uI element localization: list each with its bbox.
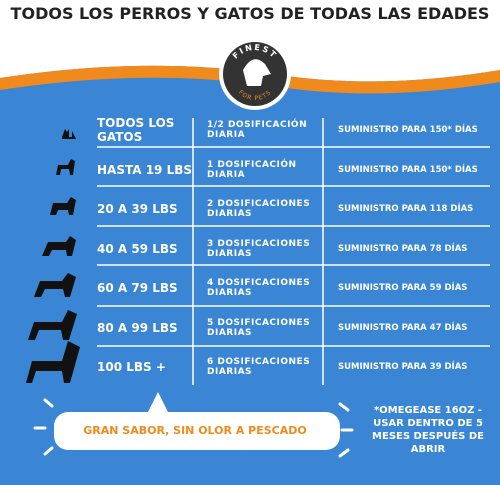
dosage: 6 DOSIFICACIONES DIARIAS <box>207 357 311 377</box>
supply: SUMINISTRO PARA 39 DÍAS <box>338 362 468 372</box>
weight: TODOS LOS GATOS <box>97 116 175 144</box>
weight: 100 LBS + <box>97 360 166 374</box>
svg-text:FOR PETS: FOR PETS <box>237 89 273 102</box>
supply: SUMINISTRO PARA 47 DÍAS <box>338 322 468 333</box>
supply: SUMINISTRO PARA 78 DÍAS <box>338 243 468 254</box>
supply: SUMINISTRO PARA 150* DÍAS <box>338 125 478 135</box>
weight: 60 A 79 LBS <box>97 281 178 295</box>
weight: 40 A 59 LBS <box>97 241 178 256</box>
dosage: 1/2 DOSIFICACIÓN DIARIA <box>207 120 308 140</box>
svg-text:FINEST: FINEST <box>231 43 279 61</box>
dosage: 4 DOSIFICACIONES DIARIAS <box>207 278 311 298</box>
title: TODOS LOS PERROS Y GATOS DE TODAS LAS ED… <box>10 4 490 23</box>
supply: SUMINISTRO PARA 150* DÍAS <box>338 164 478 175</box>
logo: FINEST FOR PETS <box>231 43 279 102</box>
supply: SUMINISTRO PARA 118 DÍAS <box>338 204 474 214</box>
logo-top: FINEST <box>231 43 277 61</box>
logo-bottom: FOR PETS <box>237 89 272 102</box>
note: *OMEGEASE 16OZ - USAR DENTRO DE 5 MESES … <box>372 405 484 455</box>
weight: HASTA 19 LBS <box>97 162 193 177</box>
weight: 80 A 99 LBS <box>97 320 178 335</box>
dosage: 2 DOSIFICACIONES DIARIAS <box>207 199 311 219</box>
dosage: 1 DOSIFICACIÓN DIARIA <box>207 159 297 180</box>
bubble-text: GRAN SABOR, SIN OLOR A PESCADO <box>83 423 307 437</box>
supply: SUMINISTRO PARA 59 DÍAS <box>338 283 468 293</box>
dosage: 5 DOSIFICACIONES DIARIAS <box>207 317 311 338</box>
dosage: 3 DOSIFICACIONES DIARIAS <box>207 238 311 259</box>
weight: 20 A 39 LBS <box>97 202 178 216</box>
